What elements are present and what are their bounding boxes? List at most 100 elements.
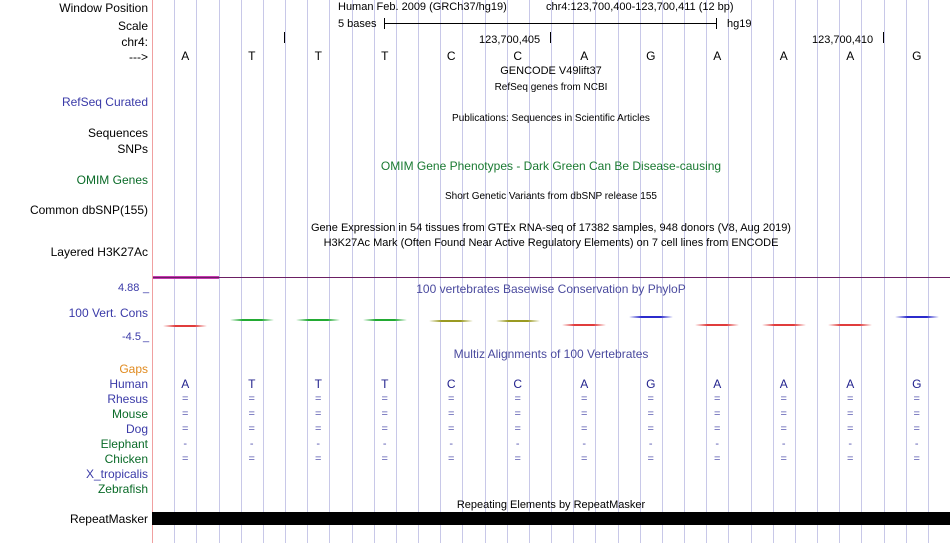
ruler-base: C — [446, 49, 456, 63]
publications-title: Publications: Sequences in Scientific Ar… — [452, 113, 650, 124]
conservation-bar — [762, 324, 806, 326]
species-label-zebrafish[interactable]: Zebrafish — [97, 482, 148, 496]
alignment-mark: = — [714, 453, 721, 465]
species-label-dog[interactable]: Dog — [125, 422, 148, 436]
label-common-dbsnp[interactable]: Common dbSNP(155) — [29, 203, 148, 217]
h3k27ac-baseline — [153, 277, 950, 278]
label-snps[interactable]: SNPs — [117, 142, 148, 156]
assembly-title: Human Feb. 2009 (GRCh37/hg19) — [338, 1, 507, 13]
alignment-mark: = — [381, 408, 388, 420]
species-label-human[interactable]: Human — [109, 377, 148, 391]
label-strand[interactable]: ---> — [129, 50, 148, 64]
cons-max-dash: _ — [143, 282, 150, 294]
alignment-mark: = — [514, 453, 521, 465]
alignment-mark: - — [515, 438, 520, 450]
label-sequences[interactable]: Sequences — [87, 126, 148, 140]
cons-max-tick: 4.88 — [118, 282, 140, 294]
conservation-bar — [163, 325, 207, 327]
alignment-mark: = — [448, 393, 455, 405]
alignment-mark: - — [183, 438, 188, 450]
alignment-base: C — [446, 377, 456, 391]
alignment-mark: = — [847, 408, 854, 420]
label-100-vert-cons[interactable]: 100 Vert. Cons — [68, 306, 148, 320]
scale-label: 5 bases — [338, 18, 377, 30]
alignment-base: A — [580, 377, 589, 391]
alignment-mark: = — [847, 423, 854, 435]
alignment-mark: = — [248, 423, 255, 435]
ruler-tick — [284, 32, 285, 43]
species-label-rhesus[interactable]: Rhesus — [107, 392, 148, 406]
alignment-mark: = — [248, 408, 255, 420]
alignment-base: C — [513, 377, 523, 391]
gtex-title: Gene Expression in 54 tissues from GTEx … — [311, 222, 791, 234]
repeatmasker-bar[interactable] — [152, 512, 950, 525]
label-scale[interactable]: Scale — [117, 19, 148, 33]
ruler-base: G — [646, 49, 656, 63]
conservation-bar — [363, 319, 407, 321]
alignment-mark: = — [448, 423, 455, 435]
alignment-mark: = — [581, 393, 588, 405]
species-label-mouse[interactable]: Mouse — [111, 407, 148, 421]
ruler-tick — [883, 32, 884, 43]
label-layered-h3k27ac[interactable]: Layered H3K27Ac — [50, 245, 148, 259]
position-readout[interactable]: chr4:123,700,400-123,700,411 (12 bp) — [546, 1, 734, 13]
alignment-mark: - — [582, 438, 587, 450]
alignment-base: T — [248, 377, 256, 391]
ruler-coordinate-label: 123,700,410 — [812, 34, 874, 46]
ruler-base: T — [381, 49, 389, 63]
alignment-base: A — [846, 377, 855, 391]
species-label-elephant[interactable]: Elephant — [100, 437, 148, 451]
scale-bar — [384, 18, 717, 29]
conservation-bar — [230, 319, 274, 321]
alignment-mark: = — [913, 393, 920, 405]
species-label-chicken[interactable]: Chicken — [104, 452, 148, 466]
ruler-base: T — [314, 49, 322, 63]
conservation-bar — [296, 319, 340, 321]
alignment-mark: = — [913, 423, 920, 435]
alignment-mark: = — [182, 393, 189, 405]
ruler-base: G — [912, 49, 922, 63]
alignment-mark: - — [316, 438, 321, 450]
alignment-mark: = — [847, 453, 854, 465]
alignment-mark: = — [514, 408, 521, 420]
alignment-mark: = — [315, 393, 322, 405]
omim-title: OMIM Gene Phenotypes - Dark Green Can Be… — [380, 159, 722, 173]
label-omim-genes[interactable]: OMIM Genes — [76, 173, 148, 187]
alignment-base: G — [912, 377, 922, 391]
alignment-mark: - — [648, 438, 653, 450]
phylop-title: 100 vertebrates Basewise Conservation by… — [416, 282, 686, 296]
label-window-position[interactable]: Window Position — [59, 1, 148, 15]
label-refseq-curated[interactable]: RefSeq Curated — [61, 95, 148, 109]
alignment-mark: - — [715, 438, 720, 450]
alignment-base: T — [314, 377, 322, 391]
conservation-bar — [695, 324, 739, 326]
alignment-mark: = — [714, 393, 721, 405]
label-chrom[interactable]: chr4: — [121, 35, 148, 49]
species-label-x_tropicalis[interactable]: X_tropicalis — [85, 467, 148, 481]
ruler-base: C — [513, 49, 523, 63]
label-gaps[interactable]: Gaps — [119, 362, 148, 376]
alignment-mark: = — [780, 423, 787, 435]
alignment-mark: = — [647, 453, 654, 465]
alignment-mark: = — [182, 408, 189, 420]
repeatmasker-title: Repeating Elements by RepeatMasker — [456, 499, 646, 511]
alignment-mark: - — [781, 438, 786, 450]
alignment-base: G — [646, 377, 656, 391]
alignment-mark: - — [848, 438, 853, 450]
alignment-mark: = — [647, 393, 654, 405]
alignment-base: A — [779, 377, 788, 391]
gencode-title: GENCODE V49lift37 — [500, 65, 602, 77]
alignment-mark: = — [647, 408, 654, 420]
db-label: hg19 — [727, 18, 752, 30]
alignment-mark: = — [514, 393, 521, 405]
alignment-mark: = — [514, 423, 521, 435]
label-repeatmasker[interactable]: RepeatMasker — [69, 512, 148, 526]
conservation-bar — [496, 320, 540, 322]
alignment-base: A — [181, 377, 190, 391]
alignment-mark: - — [914, 438, 919, 450]
ruler-coordinate-label: 123,700,405 — [479, 34, 541, 46]
alignment-mark: = — [248, 453, 255, 465]
ruler-tick — [550, 32, 551, 43]
alignment-mark: = — [381, 423, 388, 435]
